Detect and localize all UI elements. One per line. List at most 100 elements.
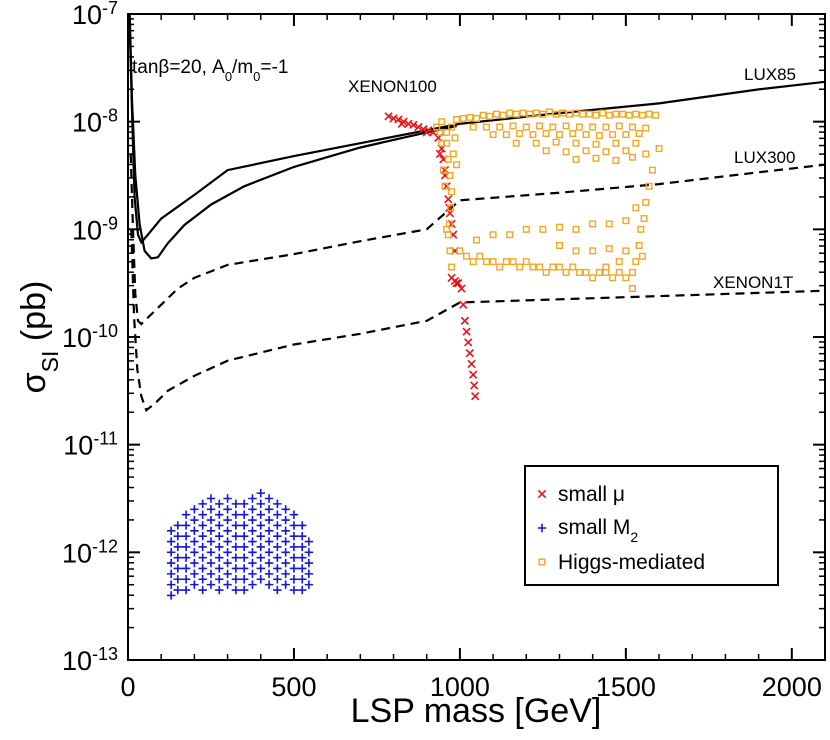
point-higgs-mediated [438, 118, 446, 126]
point-small-m2 [231, 531, 241, 541]
legend-marker [538, 558, 546, 566]
point-small-m2 [181, 575, 191, 584]
point-higgs-mediated [602, 123, 610, 131]
point-small-m2 [181, 542, 191, 552]
point-higgs-mediated [622, 274, 630, 282]
point-small-m2 [298, 521, 307, 530]
point-higgs-mediated [602, 148, 610, 156]
parameter-annotation: tanβ=20, A0/m0=-1 [132, 57, 288, 84]
point-higgs-mediated [529, 131, 537, 139]
legend-label-small-mu: small μ [558, 483, 625, 506]
point-small-m2 [231, 564, 241, 573]
point-small-m2 [198, 542, 207, 552]
point-small-m2 [190, 548, 199, 557]
point-small-m2 [248, 515, 257, 525]
point-small-m2 [273, 510, 282, 519]
point-small-m2 [281, 537, 290, 546]
point-small-m2 [215, 499, 224, 509]
point-small-m2 [223, 526, 232, 535]
point-higgs-mediated [448, 123, 456, 131]
point-small-m2 [181, 553, 191, 562]
point-small-m2 [181, 585, 191, 595]
point-higgs-mediated [549, 263, 557, 271]
label-xenon1t: XENON1T [713, 273, 793, 292]
limit-curve-lux300 [129, 153, 826, 326]
legend-marker [537, 489, 547, 499]
point-higgs-mediated [572, 109, 580, 117]
point-higgs-mediated [522, 225, 530, 233]
point-small-m2 [190, 515, 199, 525]
point-higgs-mediated [635, 241, 643, 249]
point-higgs-mediated [502, 131, 510, 139]
point-small-m2 [181, 531, 191, 541]
point-higgs-mediated [476, 252, 484, 260]
point-higgs-mediated [512, 139, 520, 147]
point-small-m2 [198, 553, 207, 562]
point-small-m2 [181, 564, 191, 573]
limit-curves [128, 13, 826, 412]
point-higgs-mediated [448, 263, 456, 271]
point-small-m2 [248, 505, 257, 514]
point-higgs-mediated [562, 148, 570, 156]
point-small-m2 [166, 526, 176, 535]
point-small-m2 [215, 564, 224, 573]
point-small-m2 [215, 553, 224, 562]
point-higgs-mediated [592, 140, 600, 148]
point-higgs-mediated [447, 204, 455, 212]
point-higgs-mediated [526, 110, 534, 118]
point-higgs-mediated [655, 145, 663, 153]
point-higgs-mediated [499, 111, 507, 119]
point-small-m2 [248, 569, 257, 579]
point-small-m2 [281, 526, 290, 535]
point-small-m2 [223, 580, 232, 589]
y-tick-label: 10-10 [62, 321, 118, 353]
point-small-m2 [190, 526, 199, 535]
point-higgs-mediated [572, 155, 580, 163]
point-small-m2 [190, 537, 199, 546]
point-higgs-mediated [466, 113, 474, 121]
point-small-m2 [190, 505, 199, 514]
point-small-m2 [289, 564, 299, 573]
point-small-m2 [289, 531, 299, 541]
point-higgs-mediated [572, 139, 580, 147]
point-small-m2 [215, 531, 224, 541]
point-higgs-mediated [516, 130, 524, 138]
point-small- [435, 149, 445, 159]
point-higgs-mediated [441, 182, 449, 190]
point-higgs-mediated [642, 124, 650, 132]
point-small-m2 [248, 537, 257, 546]
point-higgs-mediated [482, 123, 490, 131]
point-small-m2 [198, 575, 207, 584]
point-higgs-mediated [453, 161, 461, 169]
point-small-m2 [166, 591, 176, 600]
point-higgs-mediated [635, 130, 643, 138]
point-higgs-mediated [628, 153, 636, 161]
point-higgs-mediated [632, 204, 640, 212]
point-small-m2 [231, 499, 241, 509]
point-small-m2 [215, 575, 224, 584]
point-small-m2 [256, 499, 265, 509]
point-small-m2 [239, 564, 249, 573]
point-small-m2 [223, 505, 232, 514]
point-small-m2 [239, 521, 249, 530]
point-small- [384, 112, 393, 121]
point-small-m2 [206, 537, 216, 546]
point-higgs-mediated [473, 114, 481, 122]
point-small-m2 [215, 510, 224, 519]
point-small-m2 [304, 537, 314, 546]
point-small-m2 [273, 531, 282, 541]
point-higgs-mediated [612, 110, 620, 118]
point-small-m2 [173, 553, 182, 562]
point-higgs-mediated [562, 268, 570, 276]
point-small-m2 [166, 558, 176, 568]
point-higgs-mediated [444, 155, 452, 163]
legend-symbol-small-mu [537, 489, 547, 499]
point-small-m2 [256, 564, 265, 573]
point-higgs-mediated [585, 110, 593, 118]
point-small-m2 [248, 526, 257, 535]
point-higgs-mediated [595, 132, 603, 140]
point-small-m2 [198, 510, 207, 519]
point-higgs-mediated [479, 111, 487, 119]
point-small-m2 [173, 585, 182, 595]
